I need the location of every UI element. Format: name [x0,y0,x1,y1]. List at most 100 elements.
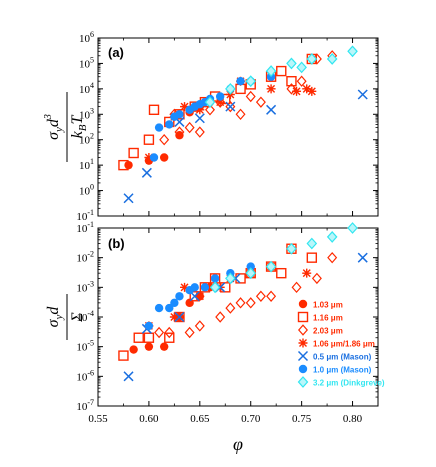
panel-a-frame [97,37,379,217]
panel-b-point-s3 [194,320,205,332]
panel-b-point-s3 [311,272,322,285]
panel-a-y-tick-label: 102 [79,132,94,147]
x-tick-label: 0.80 [343,413,363,425]
panel-a-ylabel-num: σyd3 [43,114,65,140]
panel-a-point-s2 [276,65,287,77]
panel-b-point-s1 [159,342,169,351]
panel-a-point-s6 [236,77,245,86]
panel-b-point-s7 [306,237,318,250]
panel-b-point-s2 [164,332,175,343]
x-tick-label: 0.70 [241,413,261,425]
panel-b-point-s2 [118,350,129,361]
panel-b-point-s3 [215,311,226,323]
panel-b-point-s6 [200,283,210,292]
panel-b-point-s4 [180,282,190,292]
panel-a-y-tick-label: 10-1 [76,208,94,223]
panel-a-point-s4 [144,152,154,162]
panel-a-point-s4 [215,97,225,107]
panel-b-point-s7 [225,272,236,285]
panel-b-legend: 1.03 μm 1.16 μm 2.03 μm 1.06 μm/1.86 μm 0.5 … [297,299,385,388]
panel-b-point-s6 [175,292,184,301]
panel-b-point-s3 [255,290,266,302]
panel-b-point-s1 [144,342,154,351]
panel-b-point-s1 [129,345,138,354]
panel-b-point-s3 [154,326,165,339]
panel-b-y-tick-label: 10-7 [76,398,94,413]
panel-a-point-s6 [154,123,164,132]
panel-b-point-s3 [266,290,277,302]
panel-a-point-s4 [292,86,302,96]
panel-b-point-s3 [245,297,256,309]
panel-a-point-s4 [195,105,205,115]
panel-b-x-ticks: 0.55 0.60 0.65 0.70 0.75 0.80 [88,228,363,425]
panel-b-point-s3 [164,326,175,339]
legend-label-s7: 3.2 μm (Dinkgreve) [313,379,385,388]
panel-a-y-tick-label: 103 [79,106,94,121]
panel-b-y-axis-label: σyd Σ [45,294,86,340]
x-tick-label: 0.55 [88,413,108,425]
panel-a-point-s6 [215,92,225,101]
panel-b-point-s3 [184,326,195,339]
panel-a-point-s6 [165,120,174,129]
panel-b-points [118,222,368,382]
panel-a-point-s3 [159,134,170,146]
panel-a-point-s7 [204,96,216,109]
panel-a-x-ticks [97,38,354,216]
x-axis-label: φ [233,434,243,454]
panel-a-point-s7 [347,45,358,58]
panel-b-point-s3 [225,302,236,314]
panel-b-point-s6 [210,274,220,283]
panel-a-point-s3 [245,90,256,103]
x-tick-label: 0.75 [292,413,312,425]
panel-a-point-s5 [225,101,236,112]
panel-a-point-s5 [123,193,134,204]
legend-marker-s6 [298,364,308,374]
panel-b-point-s6 [154,303,164,313]
legend-marker-s5 [297,350,309,362]
panel-b-point-s5 [357,252,368,263]
panel-b-point-s3 [291,281,302,294]
legend-label-s6: 1.0 μm (Mason) [313,366,372,375]
legend-marker-s7 [297,376,309,388]
panel-a-point-s2 [235,83,246,95]
panel-b-y-tick-label: 10-4 [76,309,94,324]
panel-a-y-ticks: 10-1 100 101 102 103 104 105 106 [76,30,378,223]
panel-a-point-s4 [266,84,276,94]
panel-a-point-s3 [215,96,226,108]
panel-a-point-s2 [143,134,155,145]
panel-b-point-s7 [347,222,358,234]
panel-a-point-s7 [326,53,338,65]
panel-a-point-s5 [357,89,368,100]
panel-a-y-tick-label: 106 [79,30,94,45]
panel-a-chart: (a) 10-1 100 101 102 103 104 105 106 σyd3 kBT [43,30,379,223]
panel-a-point-s3 [184,121,195,134]
panel-b-point-s7 [209,281,221,294]
panel-a-point-s3 [225,100,236,113]
panel-a-point-s4 [180,102,190,112]
panel-a-y-tick-label: 100 [79,183,94,198]
panel-a-point-s7 [286,57,297,70]
panel-b-point-s5 [174,311,185,323]
panel-a-point-s7 [225,82,236,95]
panel-a-y-tick-label: 105 [79,55,94,70]
legend-label-s3: 2.03 μm [313,327,343,336]
panel-a-y-axis-label: σyd3 kBT [43,92,89,162]
panel-b-point-s6 [144,321,154,331]
panel-b-point-s7 [326,231,338,243]
legend-marker-s3 [298,324,308,336]
panel-b-y-ticks: 10-7 10-6 10-5 10-4 10-3 10-2 10-1 [76,220,378,413]
panel-b-point-s6 [190,283,199,292]
panel-a-point-s4 [302,84,312,94]
panel-a-point-s3 [174,126,185,138]
legend-label-s2: 1.16 μm [313,314,343,323]
panel-a-point-s3 [205,104,215,116]
legend-label-s5: 0.5 μm (Mason) [313,353,372,362]
panel-a-point-s5 [266,104,277,115]
panel-b-point-s3 [327,251,338,264]
panel-a-point-s1 [159,153,169,162]
panel-a-point-s2 [118,159,129,171]
panel-a-point-s3 [255,96,266,108]
panel-a-point-s5 [194,113,205,124]
panel-b-point-s6 [170,298,179,308]
legend-label-s1: 1.03 μm [313,301,343,310]
